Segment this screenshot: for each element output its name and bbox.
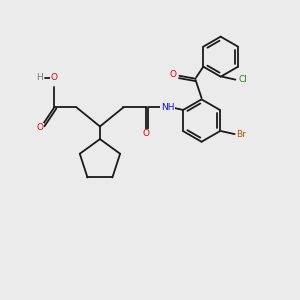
Text: O: O (51, 74, 58, 82)
Text: O: O (142, 129, 149, 138)
Text: NH: NH (161, 103, 174, 112)
Text: O: O (37, 123, 44, 132)
Text: Br: Br (236, 130, 246, 139)
Text: H: H (36, 74, 43, 82)
Text: O: O (169, 70, 176, 79)
Text: Cl: Cl (238, 75, 247, 84)
